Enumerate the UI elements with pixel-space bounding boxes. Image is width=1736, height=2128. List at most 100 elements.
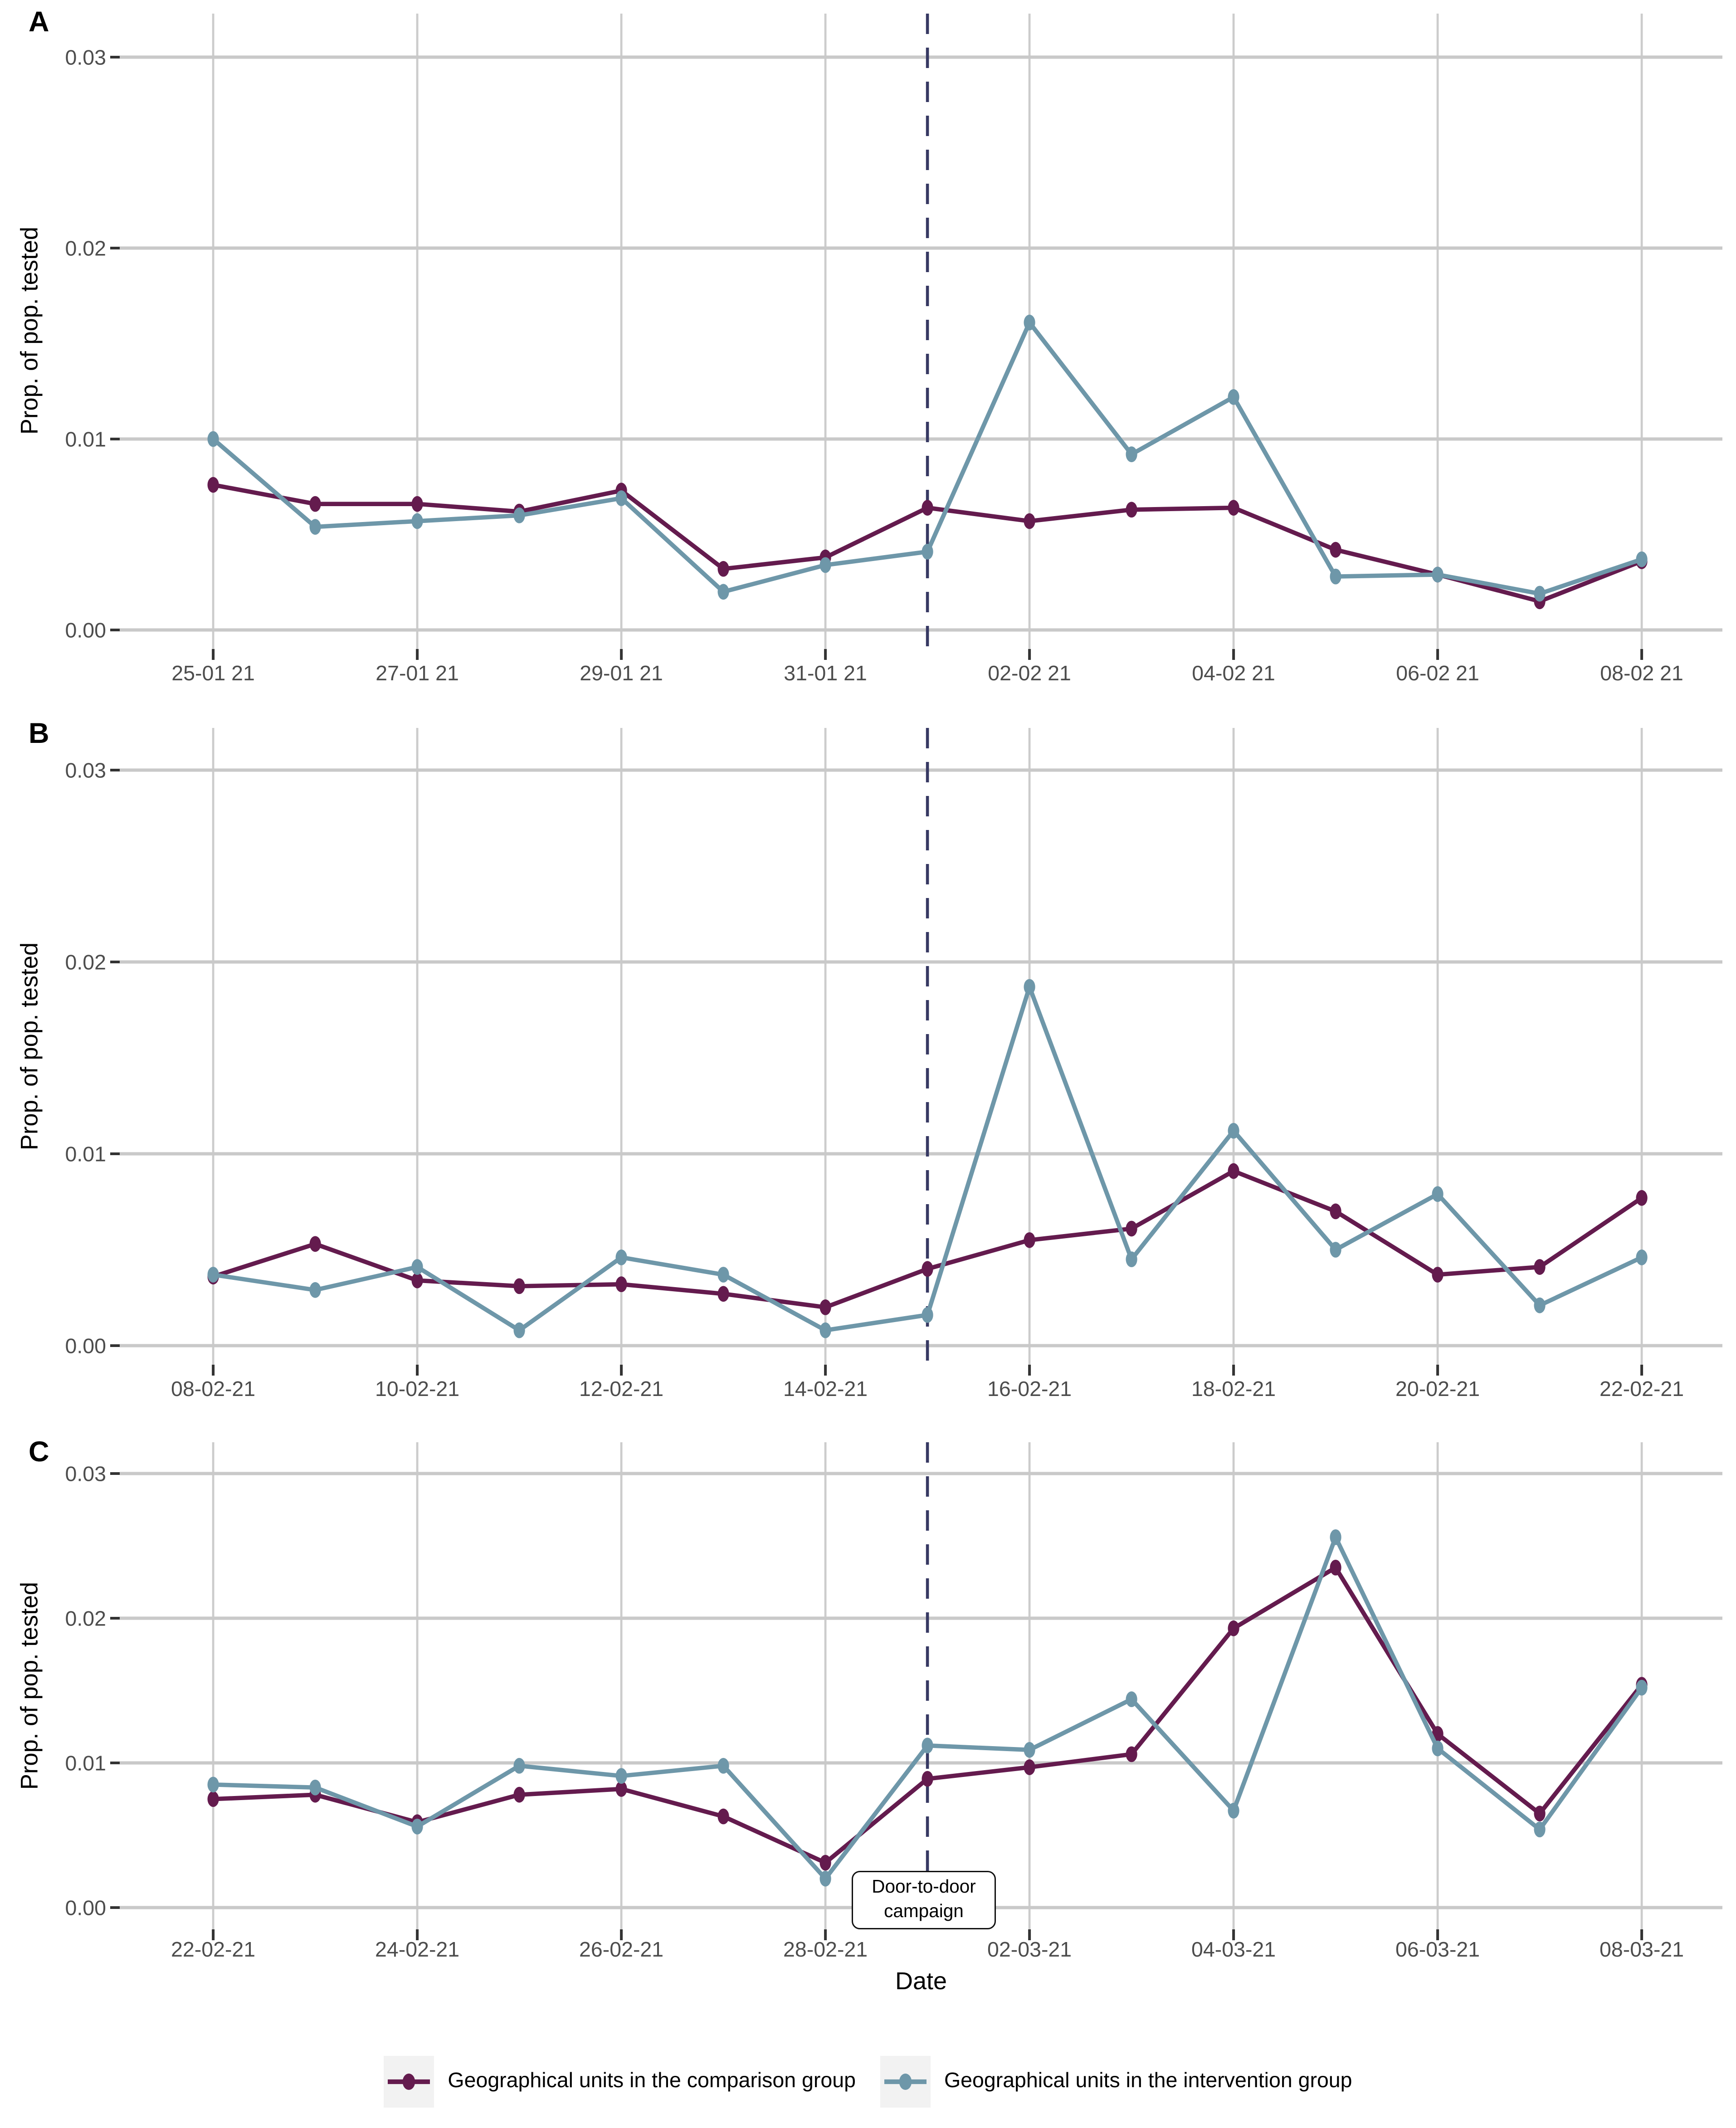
panel-a-comparison-point — [411, 496, 423, 512]
panel-c-intervention-point — [1432, 1740, 1443, 1757]
legend-label-intervention: Geographical units in the intervention g… — [944, 2069, 1352, 2093]
panel-c-comparison-point — [513, 1786, 525, 1803]
panel-a-x-tick-label: 29-01 21 — [580, 661, 663, 685]
panel-a-comparison-point — [922, 500, 933, 516]
x-axis-title: Date — [895, 1967, 947, 1995]
panel-b-intervention-point — [717, 1267, 729, 1283]
panel-b-comparison-point — [1534, 1259, 1546, 1275]
comparison-line-dot-icon — [384, 2056, 434, 2108]
panel-b-axis-ticks: 0.00 0.01 0.02 0.03 08-02-21 10-02-21 12-02-21… — [65, 759, 1684, 1401]
panel-a-comparison-point — [207, 477, 219, 493]
panel-c-comparison-point — [615, 1781, 627, 1797]
panel-c-comparison-point — [1330, 1559, 1341, 1576]
panel-c-intervention-point — [513, 1757, 525, 1774]
annotation-line-1: Door-to-door — [872, 1876, 976, 1897]
panel-c-intervention-point — [1126, 1691, 1137, 1708]
panel-c-intervention-point — [615, 1768, 627, 1784]
panel-a: 0.00 0.01 0.02 0.03 25-01 21 27-01 21 29-01 21… — [65, 14, 1722, 685]
intervention-line-dot-icon — [880, 2056, 931, 2108]
panel-a-y-tick-label: 0.02 — [65, 237, 106, 260]
panel-a-intervention-point — [309, 519, 321, 535]
panel-c-comparison-point — [1126, 1746, 1137, 1762]
legend-item-comparison: Geographical units in the comparison gro… — [384, 2056, 856, 2108]
panel-a-intervention-point — [411, 513, 423, 529]
panel-a-comparison-point — [1330, 542, 1341, 558]
panel-a-intervention-point — [1432, 566, 1443, 583]
panel-b-x-tick-label: 20-02-21 — [1395, 1377, 1480, 1401]
panel-a-comparison-point — [1126, 502, 1137, 518]
panel-b-comparison-point — [1330, 1203, 1341, 1220]
panel-a-intervention-point — [1330, 568, 1341, 585]
panel-b-x-tick-label: 08-02-21 — [171, 1377, 255, 1401]
panel-a-axis-ticks: 0.00 0.01 0.02 0.03 25-01 21 27-01 21 29-01 21… — [65, 46, 1683, 685]
panel-b-intervention-point — [1126, 1251, 1137, 1268]
panel-b-y-axis-title: Prop. of pop. tested — [15, 942, 43, 1151]
panel-b-intervention-point — [1024, 979, 1035, 995]
panel-c-gridlines — [120, 1442, 1722, 1929]
panel-c-x-tick-label: 04-03-21 — [1191, 1938, 1276, 1961]
panel-c-y-tick-label: 0.02 — [65, 1607, 106, 1630]
panel-a-x-tick-label: 27-01 21 — [375, 661, 459, 685]
legend: Geographical units in the comparison gro… — [0, 2056, 1736, 2108]
panel-b-intervention-point — [513, 1322, 525, 1338]
panel-a-gridlines — [120, 14, 1722, 649]
panel-c: 0.00 0.01 0.02 0.03 22-02-21 24-02-21 26-02-21… — [65, 1442, 1722, 1961]
panel-a-intervention-point — [922, 543, 933, 560]
panel-c-intervention-point — [1228, 1802, 1239, 1819]
panel-b-intervention-point — [1636, 1249, 1648, 1265]
panel-c-comparison-point — [207, 1791, 219, 1807]
panel-a-intervention-point — [1126, 446, 1137, 463]
panel-a-x-tick-label: 25-01 21 — [171, 661, 255, 685]
panel-c-intervention-point — [309, 1779, 321, 1796]
panel-c-series-intervention — [207, 1529, 1648, 1887]
panel-c-intervention-point — [1534, 1821, 1546, 1838]
panel-b-x-tick-label: 12-02-21 — [579, 1377, 663, 1401]
panel-a-intervention-point — [1636, 551, 1648, 567]
panel-c-intervention-point — [1024, 1742, 1035, 1758]
panel-b-intervention-point — [819, 1322, 831, 1338]
panel-c-x-tick-label: 28-02-21 — [783, 1938, 868, 1961]
panel-a-intervention-point — [207, 431, 219, 447]
panel-c-comparison-point — [1024, 1759, 1035, 1775]
panel-b-intervention-point — [615, 1249, 627, 1265]
panel-b-comparison-point — [1432, 1267, 1443, 1283]
panel-c-intervention-point — [207, 1777, 219, 1793]
panel-b-label: B — [29, 718, 49, 750]
panel-c-axis-ticks: 0.00 0.01 0.02 0.03 22-02-21 24-02-21 26-02-21… — [65, 1462, 1684, 1961]
panel-b-comparison-point — [922, 1261, 933, 1277]
panel-a-intervention-point — [819, 557, 831, 573]
panel-a-intervention-point — [1024, 314, 1035, 331]
panel-a-y-tick-label: 0.00 — [65, 619, 106, 642]
panel-a-y-tick-label: 0.01 — [65, 428, 106, 451]
panel-c-x-tick-label: 08-03-21 — [1599, 1938, 1684, 1961]
panel-b-intervention-point — [1534, 1297, 1546, 1313]
panel-c-y-axis-title: Prop. of pop. tested — [15, 1581, 43, 1790]
panel-b-intervention-point — [309, 1282, 321, 1298]
panel-b-intervention-point — [922, 1307, 933, 1323]
panel-b-comparison-point — [1228, 1163, 1239, 1179]
panel-b-y-tick-label: 0.01 — [65, 1142, 106, 1166]
legend-label-comparison: Geographical units in the comparison gro… — [448, 2069, 856, 2093]
panel-a-intervention-point — [615, 490, 627, 506]
panel-b-comparison-point — [513, 1278, 525, 1294]
panel-a-comparison-point — [309, 496, 321, 512]
panel-a-x-tick-label: 04-02 21 — [1192, 661, 1275, 685]
panel-b-x-tick-label: 16-02-21 — [987, 1377, 1072, 1401]
panel-a-comparison-point — [717, 561, 729, 577]
panel-a-x-tick-label: 06-02 21 — [1396, 661, 1479, 685]
panel-c-intervention-point — [1330, 1529, 1341, 1545]
panel-b-intervention-point — [207, 1267, 219, 1283]
panel-a-intervention-point — [1228, 389, 1239, 405]
panel-b-comparison-point — [819, 1299, 831, 1315]
panel-a-x-tick-label: 08-02 21 — [1600, 661, 1683, 685]
annotation-line-2: campaign — [884, 1901, 964, 1921]
panel-b-gridlines — [120, 728, 1722, 1365]
panel-a-x-tick-label: 02-02 21 — [988, 661, 1071, 685]
panel-c-comparison-point — [1228, 1620, 1239, 1636]
panel-b-comparison-point — [1126, 1220, 1137, 1237]
panel-c-intervention-point — [1636, 1679, 1648, 1696]
panel-b-x-tick-label: 18-02-21 — [1191, 1377, 1276, 1401]
panel-b-comparison-point — [309, 1236, 321, 1252]
panel-a-x-tick-label: 31-01 21 — [784, 661, 867, 685]
